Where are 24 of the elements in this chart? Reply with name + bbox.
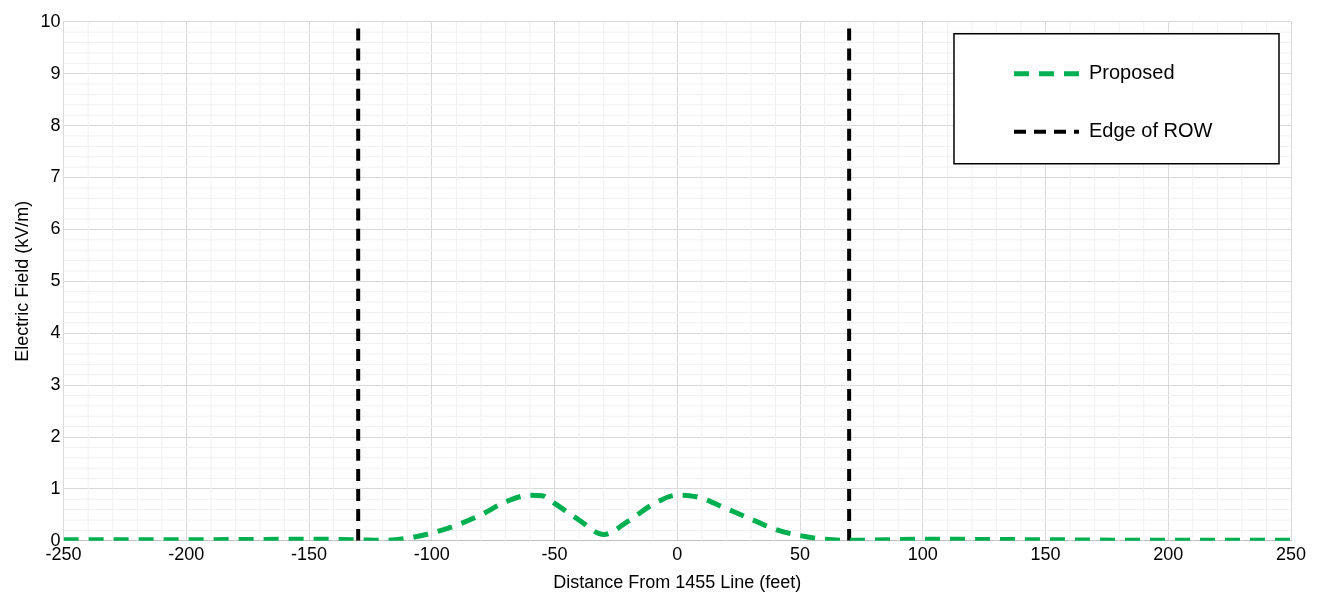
y-tick-label: 8 [50,114,61,135]
y-tick-label: 3 [50,374,61,395]
y-tick-label: 1 [50,477,61,498]
x-tick-label: 0 [672,543,683,564]
x-tick-label: -50 [541,543,568,564]
y-tick-label: 4 [50,322,61,343]
y-tick-label: 2 [50,425,61,446]
x-tick-label: 250 [1275,543,1307,564]
legend-label: Edge of ROW [1089,119,1213,142]
y-axis-title: Electric Field (kV/m) [11,200,32,362]
x-axis-title: Distance From 1455 Line (feet) [553,572,802,593]
x-tick-label: -100 [413,543,450,564]
x-tick-label: -150 [291,543,328,564]
y-tick-label: 6 [50,218,61,239]
x-tick-label: -200 [168,543,205,564]
y-tick-label: 7 [50,166,61,187]
x-tick-label: 200 [1153,543,1184,564]
legend-label: Proposed [1089,61,1175,84]
y-tick-label: 5 [50,270,61,291]
y-tick-label: 10 [40,10,61,31]
x-tick-label: 150 [1030,543,1061,564]
y-tick-label: 9 [50,62,61,83]
x-tick-label: 50 [790,543,811,564]
x-tick-label: 100 [907,543,938,564]
